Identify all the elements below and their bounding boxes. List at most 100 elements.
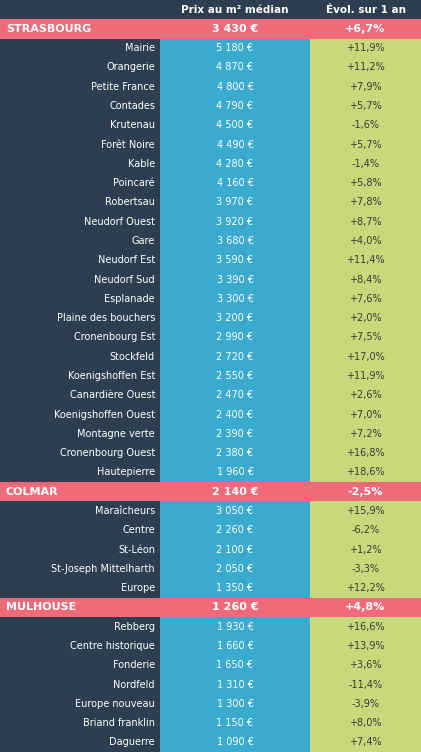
Text: 2 720 €: 2 720 € [216, 352, 253, 362]
Text: 3 430 €: 3 430 € [212, 24, 258, 34]
Bar [160, 732, 310, 752]
Bar [160, 444, 310, 462]
Text: 2 140 €: 2 140 € [212, 487, 258, 496]
Text: 5 180 €: 5 180 € [216, 43, 253, 53]
Bar [310, 347, 421, 366]
Bar [0, 444, 160, 462]
Bar [0, 578, 160, 598]
Bar [310, 77, 421, 96]
Text: -2,5%: -2,5% [348, 487, 383, 496]
Text: +7,9%: +7,9% [349, 82, 382, 92]
Bar [160, 675, 310, 694]
Text: Poincaré: Poincaré [113, 178, 155, 188]
Text: Fonderie: Fonderie [113, 660, 155, 670]
Bar [310, 444, 421, 462]
Text: Gare: Gare [132, 236, 155, 246]
Bar [160, 714, 310, 732]
Bar [160, 328, 310, 347]
Text: +7,0%: +7,0% [349, 410, 382, 420]
Text: Forêt Noire: Forêt Noire [101, 140, 155, 150]
Bar [160, 174, 310, 193]
Bar [0, 424, 160, 444]
Text: +15,9%: +15,9% [346, 506, 385, 516]
Bar [160, 694, 310, 714]
Bar [160, 250, 310, 270]
Bar [0, 154, 160, 174]
Text: +5,7%: +5,7% [349, 101, 382, 111]
Bar [0, 502, 160, 520]
Bar [0, 270, 160, 290]
Text: +7,4%: +7,4% [349, 738, 382, 747]
Text: St-Léon: St-Léon [118, 544, 155, 554]
Bar [160, 193, 310, 212]
Text: +6,7%: +6,7% [345, 24, 386, 34]
Text: Kable: Kable [128, 159, 155, 169]
Bar [0, 193, 160, 212]
Bar [0, 290, 160, 308]
Text: Centre historique: Centre historique [70, 641, 155, 651]
Text: 2 990 €: 2 990 € [216, 332, 253, 342]
Bar [160, 520, 310, 540]
Text: 1 660 €: 1 660 € [216, 641, 253, 651]
Text: Europe nouveau: Europe nouveau [75, 699, 155, 709]
Text: 3 300 €: 3 300 € [216, 294, 253, 304]
Bar [0, 38, 160, 58]
Bar [160, 656, 310, 675]
Bar [0, 77, 160, 96]
Bar [0, 675, 160, 694]
Text: Esplanade: Esplanade [104, 294, 155, 304]
Text: +7,8%: +7,8% [349, 198, 382, 208]
Bar [310, 424, 421, 444]
Text: Centre: Centre [123, 525, 155, 535]
Bar [0, 347, 160, 366]
Text: 2 400 €: 2 400 € [216, 410, 253, 420]
Text: +2,0%: +2,0% [349, 313, 382, 323]
Text: Prix au m² médian: Prix au m² médian [181, 5, 289, 14]
Text: Neudorf Ouest: Neudorf Ouest [84, 217, 155, 227]
Bar [160, 135, 310, 154]
Text: Robertsau: Robertsau [105, 198, 155, 208]
Bar [310, 308, 421, 328]
Text: 1 090 €: 1 090 € [216, 738, 253, 747]
Bar [310, 617, 421, 636]
Text: +11,4%: +11,4% [346, 256, 385, 265]
Bar [310, 96, 421, 116]
Text: Hautepierre: Hautepierre [97, 468, 155, 478]
Bar [310, 328, 421, 347]
Bar [0, 116, 160, 135]
Text: 4 870 €: 4 870 € [216, 62, 253, 72]
Bar [0, 714, 160, 732]
Text: Daguerre: Daguerre [109, 738, 155, 747]
Bar [0, 656, 160, 675]
Bar [160, 290, 310, 308]
Bar [160, 347, 310, 366]
Text: -1,6%: -1,6% [352, 120, 379, 130]
Text: +13,9%: +13,9% [346, 641, 385, 651]
Text: Neudorf Sud: Neudorf Sud [94, 274, 155, 284]
Bar [310, 656, 421, 675]
Bar [0, 617, 160, 636]
Text: 1 350 €: 1 350 € [216, 583, 253, 593]
Bar [0, 540, 160, 559]
Bar [0, 135, 160, 154]
Text: +4,8%: +4,8% [345, 602, 386, 612]
Text: 3 970 €: 3 970 € [216, 198, 253, 208]
Text: Briand franklin: Briand franklin [83, 718, 155, 728]
Bar [0, 732, 160, 752]
Text: Maraîcheurs: Maraîcheurs [95, 506, 155, 516]
Bar [310, 38, 421, 58]
Text: +5,8%: +5,8% [349, 178, 382, 188]
Text: +11,9%: +11,9% [346, 43, 385, 53]
Text: Koenigshoffen Est: Koenigshoffen Est [68, 371, 155, 381]
Bar [160, 386, 310, 405]
Text: MULHOUSE: MULHOUSE [6, 602, 76, 612]
Text: +16,8%: +16,8% [346, 448, 385, 458]
Bar [0, 250, 160, 270]
Text: 1 650 €: 1 650 € [216, 660, 253, 670]
Bar [160, 270, 310, 290]
Bar [0, 96, 160, 116]
Bar [0, 598, 160, 617]
Text: Stockfeld: Stockfeld [110, 352, 155, 362]
Text: -1,4%: -1,4% [352, 159, 379, 169]
Text: 1 260 €: 1 260 € [212, 602, 258, 612]
